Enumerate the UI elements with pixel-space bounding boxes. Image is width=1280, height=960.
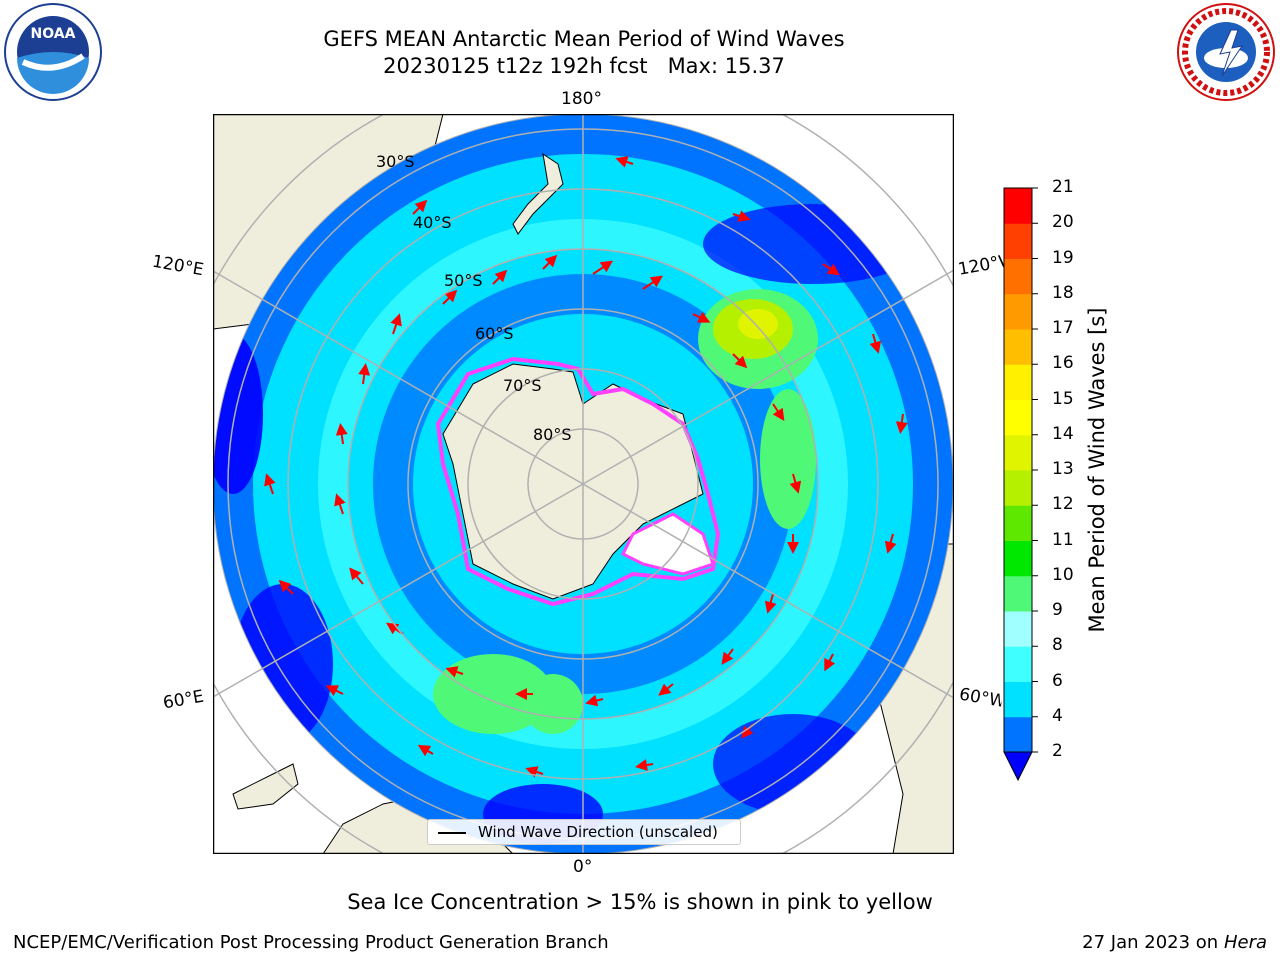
colorbar-segment bbox=[1004, 223, 1032, 259]
colorbar-segment bbox=[1004, 646, 1032, 682]
sea-ice-note: Sea Ice Concentration > 15% is shown in … bbox=[347, 890, 933, 914]
lat-label-60s: 60°S bbox=[475, 324, 514, 343]
colorbar-tick-label: 15 bbox=[1052, 388, 1074, 409]
meridians bbox=[213, 114, 954, 854]
lon-label-0: 0° bbox=[573, 857, 593, 877]
colorbar-tick-label: 4 bbox=[1052, 705, 1063, 726]
colorbar bbox=[1003, 187, 1038, 782]
colorbar-tick-label: 14 bbox=[1052, 423, 1074, 444]
colorbar-tick-label: 8 bbox=[1052, 635, 1063, 656]
wind-wave-arrows bbox=[264, 156, 908, 778]
colorbar-segment bbox=[1004, 434, 1032, 471]
colorbar-segment bbox=[1004, 575, 1032, 612]
colorbar-segment bbox=[1004, 364, 1032, 400]
colorbar-segment bbox=[1004, 258, 1032, 295]
lon-label-120e: 120°E bbox=[150, 251, 206, 281]
nws-logo bbox=[1177, 3, 1275, 101]
svg-text:NOAA: NOAA bbox=[31, 26, 76, 42]
colorbar-tick-label: 2 bbox=[1052, 741, 1063, 761]
noaa-logo: NOAA bbox=[4, 3, 102, 101]
colorbar-segment bbox=[1004, 470, 1032, 506]
ross-ice-shelf bbox=[620, 512, 715, 576]
lat-label-30s: 30°S bbox=[376, 152, 415, 171]
lon-label-180: 180° bbox=[561, 89, 602, 109]
antarctica-land bbox=[442, 363, 704, 600]
colorbar-tick-label: 21 bbox=[1052, 177, 1074, 197]
colorbar-segment bbox=[1004, 293, 1032, 330]
colorbar-segment bbox=[1004, 611, 1032, 647]
colorbar-segment bbox=[1004, 716, 1032, 753]
colorbar-extend-triangle bbox=[1003, 751, 1033, 782]
colorbar-segment bbox=[1004, 505, 1032, 541]
colorbar-tick-label: 6 bbox=[1052, 670, 1063, 691]
legend: Wind Wave Direction (unscaled) bbox=[427, 819, 741, 845]
colorbar-tick-label: 12 bbox=[1052, 494, 1074, 515]
colorbar-tick-label: 17 bbox=[1052, 318, 1074, 338]
colorbar-tick-label: 19 bbox=[1052, 247, 1074, 268]
legend-label: Wind Wave Direction (unscaled) bbox=[478, 823, 718, 841]
colorbar-tick-label: 18 bbox=[1052, 282, 1074, 303]
madagascar-land bbox=[232, 763, 299, 810]
colorbar-tick-label: 9 bbox=[1052, 600, 1063, 620]
lon-label-60w: 60°W bbox=[957, 684, 1004, 712]
footer-date-text: 27 Jan 2023 on bbox=[1082, 932, 1224, 953]
colorbar-segment bbox=[1004, 540, 1032, 577]
polar-map bbox=[213, 114, 954, 854]
colorbar-tick-label: 13 bbox=[1052, 459, 1074, 479]
lon-label-60e: 60°E bbox=[161, 686, 206, 714]
colorbar-tick-label: 16 bbox=[1052, 353, 1074, 374]
colorbar-segment bbox=[1004, 399, 1032, 436]
sea-ice-edge bbox=[435, 356, 721, 607]
lat-label-50s: 50°S bbox=[444, 271, 483, 290]
chart-title: GEFS MEAN Antarctic Mean Period of Wind … bbox=[323, 27, 845, 51]
lon-label-120w: 120°W bbox=[956, 252, 1006, 280]
footer-machine: Hera bbox=[1223, 932, 1267, 953]
footer-credit: NCEP/EMC/Verification Post Processing Pr… bbox=[13, 932, 609, 953]
colorbar-segment bbox=[1004, 329, 1032, 365]
lat-label-40s: 40°S bbox=[413, 213, 452, 232]
colorbar-title: Mean Period of Wind Waves [s] bbox=[1085, 307, 1109, 633]
colorbar-tick-label: 20 bbox=[1052, 212, 1074, 233]
lat-label-80s: 80°S bbox=[533, 425, 572, 444]
colorbar-segment bbox=[1004, 188, 1032, 224]
footer-date: 27 Jan 2023 on Hera bbox=[1082, 932, 1267, 953]
new-zealand-land bbox=[512, 152, 564, 235]
legend-line-icon bbox=[438, 832, 466, 834]
colorbar-tick-label: 10 bbox=[1052, 564, 1074, 585]
lat-label-70s: 70°S bbox=[503, 376, 542, 395]
colorbar-tick-label: 11 bbox=[1052, 529, 1074, 550]
chart-subtitle: 20230125 t12z 192h fcst Max: 15.37 bbox=[383, 54, 785, 78]
colorbar-segment bbox=[1004, 681, 1032, 718]
